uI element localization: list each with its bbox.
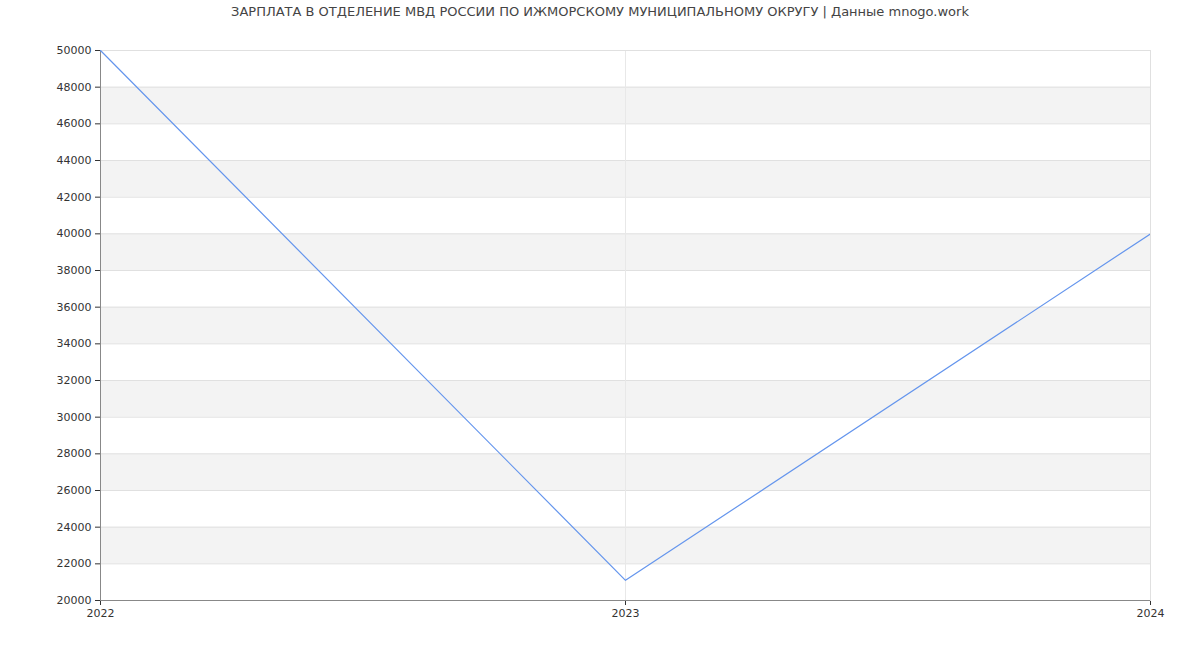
svg-text:24000: 24000 bbox=[57, 521, 92, 534]
svg-text:44000: 44000 bbox=[57, 154, 92, 167]
svg-text:2023: 2023 bbox=[612, 607, 640, 620]
svg-text:20000: 20000 bbox=[57, 594, 92, 607]
svg-text:2022: 2022 bbox=[87, 607, 115, 620]
svg-text:32000: 32000 bbox=[57, 374, 92, 387]
svg-text:40000: 40000 bbox=[57, 227, 92, 240]
svg-text:36000: 36000 bbox=[57, 301, 92, 314]
svg-text:30000: 30000 bbox=[57, 411, 92, 424]
svg-text:46000: 46000 bbox=[57, 117, 92, 130]
html-text:ЗАРПЛАТА В ОТДЕЛЕНИЕ МВД РОССИ: ЗАРПЛАТА В ОТДЕЛЕНИЕ МВД РОССИИ ПО ИЖМОР… bbox=[231, 4, 969, 19]
svg-text:48000: 48000 bbox=[57, 81, 92, 94]
svg-text:34000: 34000 bbox=[57, 337, 92, 350]
svg-text:38000: 38000 bbox=[57, 264, 92, 277]
svg-text:2024: 2024 bbox=[1137, 607, 1165, 620]
svg-text:28000: 28000 bbox=[57, 447, 92, 460]
svg-text:26000: 26000 bbox=[57, 484, 92, 497]
svg-text:22000: 22000 bbox=[57, 557, 92, 570]
svg-text:50000: 50000 bbox=[57, 44, 92, 57]
svg-text:42000: 42000 bbox=[57, 191, 92, 204]
